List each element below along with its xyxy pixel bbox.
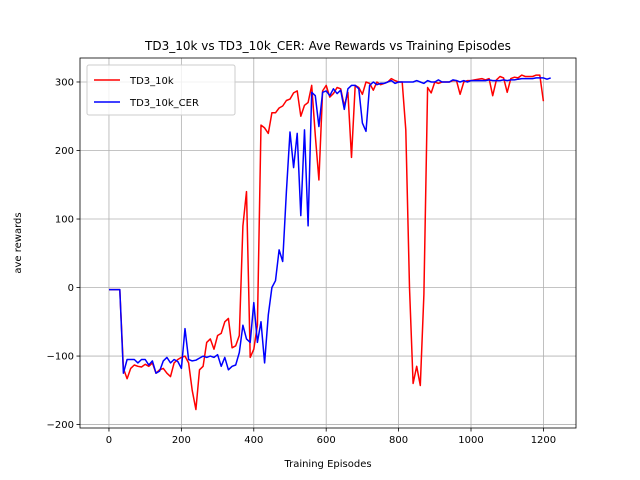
series-lines <box>109 74 551 411</box>
grid-lines <box>80 58 576 428</box>
y-tick-label: 0 <box>68 283 74 294</box>
legend: TD3_10k TD3_10k_CER <box>86 64 236 116</box>
y-tick-label: −100 <box>47 352 74 363</box>
legend-box <box>86 64 236 116</box>
x-tick-label: 0 <box>106 435 112 446</box>
axis-ticks: 0 200 400 600 800 1000 1200 −200 −100 0 100 200 300 <box>47 77 557 446</box>
x-tick-label: 1200 <box>531 435 556 446</box>
y-tick-label: 200 <box>55 146 74 157</box>
y-tick-label: −200 <box>47 420 74 431</box>
chart-title: TD3_10k vs TD3_10k_CER: Ave Rewards vs T… <box>144 39 511 53</box>
x-tick-label: 600 <box>317 435 336 446</box>
x-tick-label: 1000 <box>458 435 483 446</box>
legend-label: TD3_10k_CER <box>129 98 199 109</box>
x-tick-label: 200 <box>172 435 191 446</box>
x-axis-title: Training Episodes <box>283 459 371 470</box>
x-tick-label: 800 <box>389 435 408 446</box>
y-tick-label: 300 <box>55 77 74 88</box>
series-line-td3-10k-cer <box>109 77 551 374</box>
x-tick-label: 400 <box>244 435 263 446</box>
plot-frame <box>79 57 577 429</box>
legend-label: TD3_10k <box>129 76 174 87</box>
y-axis-title: ave rewards <box>13 212 24 273</box>
y-tick-label: 100 <box>55 215 74 226</box>
